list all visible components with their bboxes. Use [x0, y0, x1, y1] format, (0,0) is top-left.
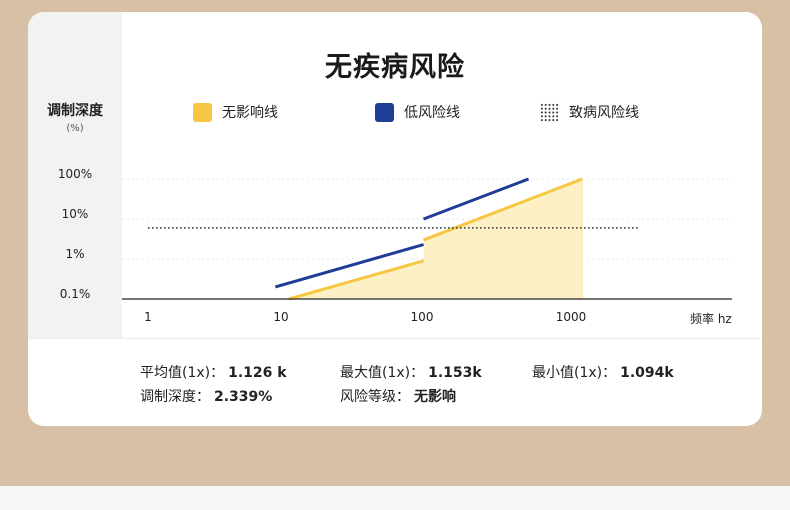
stat-max: 最大值(1x)： 1.153k — [340, 362, 482, 382]
legend-item-low-risk: 低风险线 — [375, 102, 460, 122]
legend-label: 致病风险线 — [569, 105, 639, 121]
series-line-segment — [274, 243, 424, 289]
stat-min: 最小值(1x)： 1.094k — [532, 362, 674, 382]
stat-label: 调制深度： — [140, 389, 210, 405]
legend-label: 无影响线 — [222, 105, 278, 121]
y-axis-unit: (%) — [66, 123, 84, 134]
series-line-segment — [423, 177, 530, 221]
chart-card: 无疾病风险 调制深度 (%) 100% 10% 1% 0.1% 无影响线 低风险… — [28, 12, 762, 426]
y-axis-panel — [28, 12, 122, 338]
y-tick-label: 100% — [57, 167, 93, 181]
stat-value: 1.094k — [620, 365, 674, 381]
series-area-fill — [289, 179, 583, 299]
y-tick-label: 0.1% — [59, 287, 91, 301]
stat-label: 平均值(1x)： — [140, 365, 225, 381]
stat-value: 无影响 — [414, 389, 456, 405]
fill-layer — [289, 179, 583, 299]
y-axis-label: 调制深度 — [47, 103, 103, 119]
series-line-segment — [288, 259, 424, 301]
stat-value: 1.126 k — [228, 365, 287, 381]
x-tick-label: 1000 — [555, 310, 587, 324]
bottom-strip — [0, 486, 790, 510]
legend-swatch — [193, 102, 212, 122]
y-tick-label: 10% — [61, 207, 89, 221]
stat-value: 1.153k — [428, 365, 482, 381]
x-tick-label: 100 — [410, 310, 434, 324]
stat-label: 最小值(1x)： — [532, 365, 617, 381]
stat-modulation-depth: 调制深度： 2.339% — [140, 386, 272, 406]
legend-swatch — [540, 102, 559, 122]
legend-label: 低风险线 — [404, 105, 460, 121]
legend-item-disease-risk: 致病风险线 — [540, 102, 639, 122]
series-line-segment — [423, 177, 583, 242]
x-tick-label: 1 — [144, 310, 152, 324]
stats-divider — [28, 338, 762, 339]
series-layer — [148, 177, 639, 301]
stat-value: 2.339% — [214, 389, 273, 405]
stat-average: 平均值(1x)： 1.126 k — [140, 362, 287, 382]
x-tick-label: 10 — [273, 310, 289, 324]
stat-label: 最大值(1x)： — [340, 365, 425, 381]
legend-item-no-effect: 无影响线 — [193, 102, 278, 122]
chart-title: 无疾病风险 — [325, 52, 465, 83]
x-axis-unit: 频率 hz — [690, 312, 732, 326]
legend-swatch — [375, 102, 394, 122]
stat-label: 风险等级： — [340, 389, 410, 405]
y-tick-label: 1% — [65, 247, 85, 261]
plot-area — [122, 177, 732, 301]
stat-risk-level: 风险等级： 无影响 — [340, 386, 456, 406]
